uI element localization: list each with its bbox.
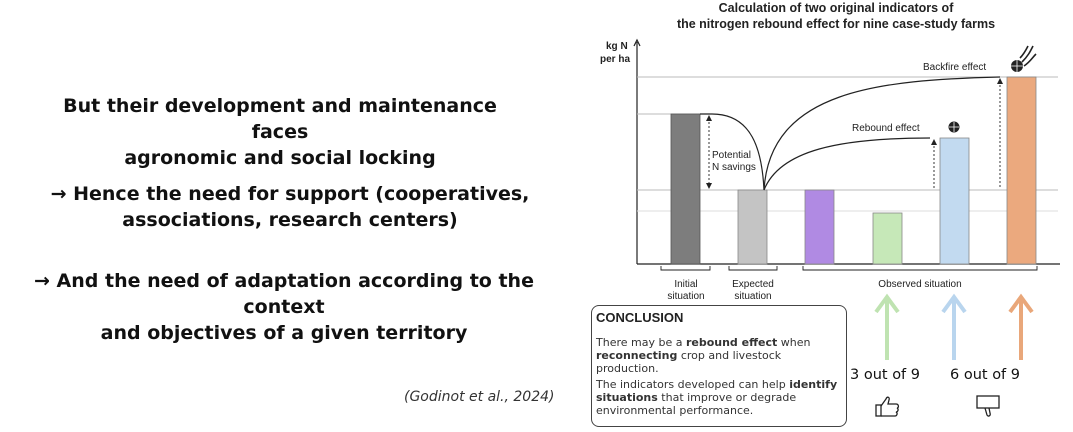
point-support-line2: associations, research centers) [122, 209, 458, 231]
point-adaptation: → And the need of adaptation according t… [4, 268, 564, 346]
conclusion-p1-e: crop and livestock production. [596, 349, 782, 375]
initial-label-line1: Initial [674, 279, 697, 290]
orange-up-arrow-icon [1008, 293, 1034, 360]
expected-label-line2: situation [734, 291, 771, 302]
rebound-label: Rebound effect [852, 123, 920, 134]
point-locking-line2: agronomic and social locking [124, 147, 436, 169]
conclusion-p2-d: that improve or degrade [657, 391, 797, 404]
bar-observed-2 [872, 212, 903, 265]
savings-curve [700, 113, 765, 191]
potential-label-line2: N savings [712, 162, 756, 173]
conclusion-p2-e: environmental performance. [596, 404, 754, 417]
blue-up-arrow-icon [941, 293, 967, 360]
point-adaptation-line2: and objectives of a given territory [100, 322, 468, 344]
green-up-arrow-icon [874, 293, 900, 360]
conclusion-p1-b: rebound effect [685, 336, 778, 349]
thumbs-up-icon [875, 396, 900, 417]
point-locking: But their development and maintenance fa… [50, 93, 510, 171]
figure-title: Calculation of two original indicators o… [596, 0, 1073, 32]
point-adaptation-line1: → And the need of adaptation according t… [34, 270, 534, 318]
conclusion-p1-c: when [777, 336, 811, 349]
conclusion-p1-a: There may be a [596, 336, 686, 349]
conclusion-p1-d: reconnecting [596, 349, 678, 362]
conclusion-p2-c: situations [596, 391, 658, 404]
conclusion-box: CONCLUSION There may be a rebound effect… [591, 305, 847, 427]
backfire-label: Backfire effect [923, 62, 986, 73]
conclusion-p2-b: identify [789, 378, 838, 391]
conclusion-p2-a: The indicators developed can help [596, 378, 790, 391]
conclusion-paragraph-1: There may be a rebound effect when recon… [596, 336, 840, 375]
figure-title-line1: Calculation of two original indicators o… [718, 1, 954, 15]
potential-label-line1: Potential [712, 150, 751, 161]
point-support: → Hence the need for support (cooperativ… [40, 181, 540, 233]
point-locking-line1: But their development and maintenance fa… [63, 95, 497, 143]
expected-label-line1: Expected [732, 279, 774, 290]
point-support-line1: → Hence the need for support (cooperativ… [50, 183, 530, 205]
bar-initial [670, 113, 701, 265]
figure-title-line2: the nitrogen rebound effect for nine cas… [676, 17, 996, 31]
observed-label: Observed situation [878, 279, 961, 290]
bar-observed-3 [939, 137, 970, 265]
citation: (Godinot et al., 2024) [404, 389, 555, 405]
stat-improve: 3 out of 9 [850, 367, 921, 383]
conclusion-heading: CONCLUSION [596, 310, 684, 325]
backfire-curve [763, 76, 1001, 191]
bar-expected [737, 189, 768, 265]
stat-degrade: 6 out of 9 [950, 367, 1021, 383]
y-unit-line2: per ha [600, 54, 630, 65]
y-unit-line1: kg N [606, 41, 628, 52]
rebound-curve [763, 137, 931, 191]
initial-label-line2: situation [667, 291, 704, 302]
bar-observed-1 [804, 189, 835, 265]
thumbs-down-icon [976, 395, 1000, 417]
backfire-ball-icon [1011, 45, 1037, 72]
conclusion-paragraph-2: The indicators developed can help identi… [596, 378, 840, 417]
rebound-ball-icon [948, 121, 960, 133]
bar-observed-4 [1006, 76, 1037, 265]
